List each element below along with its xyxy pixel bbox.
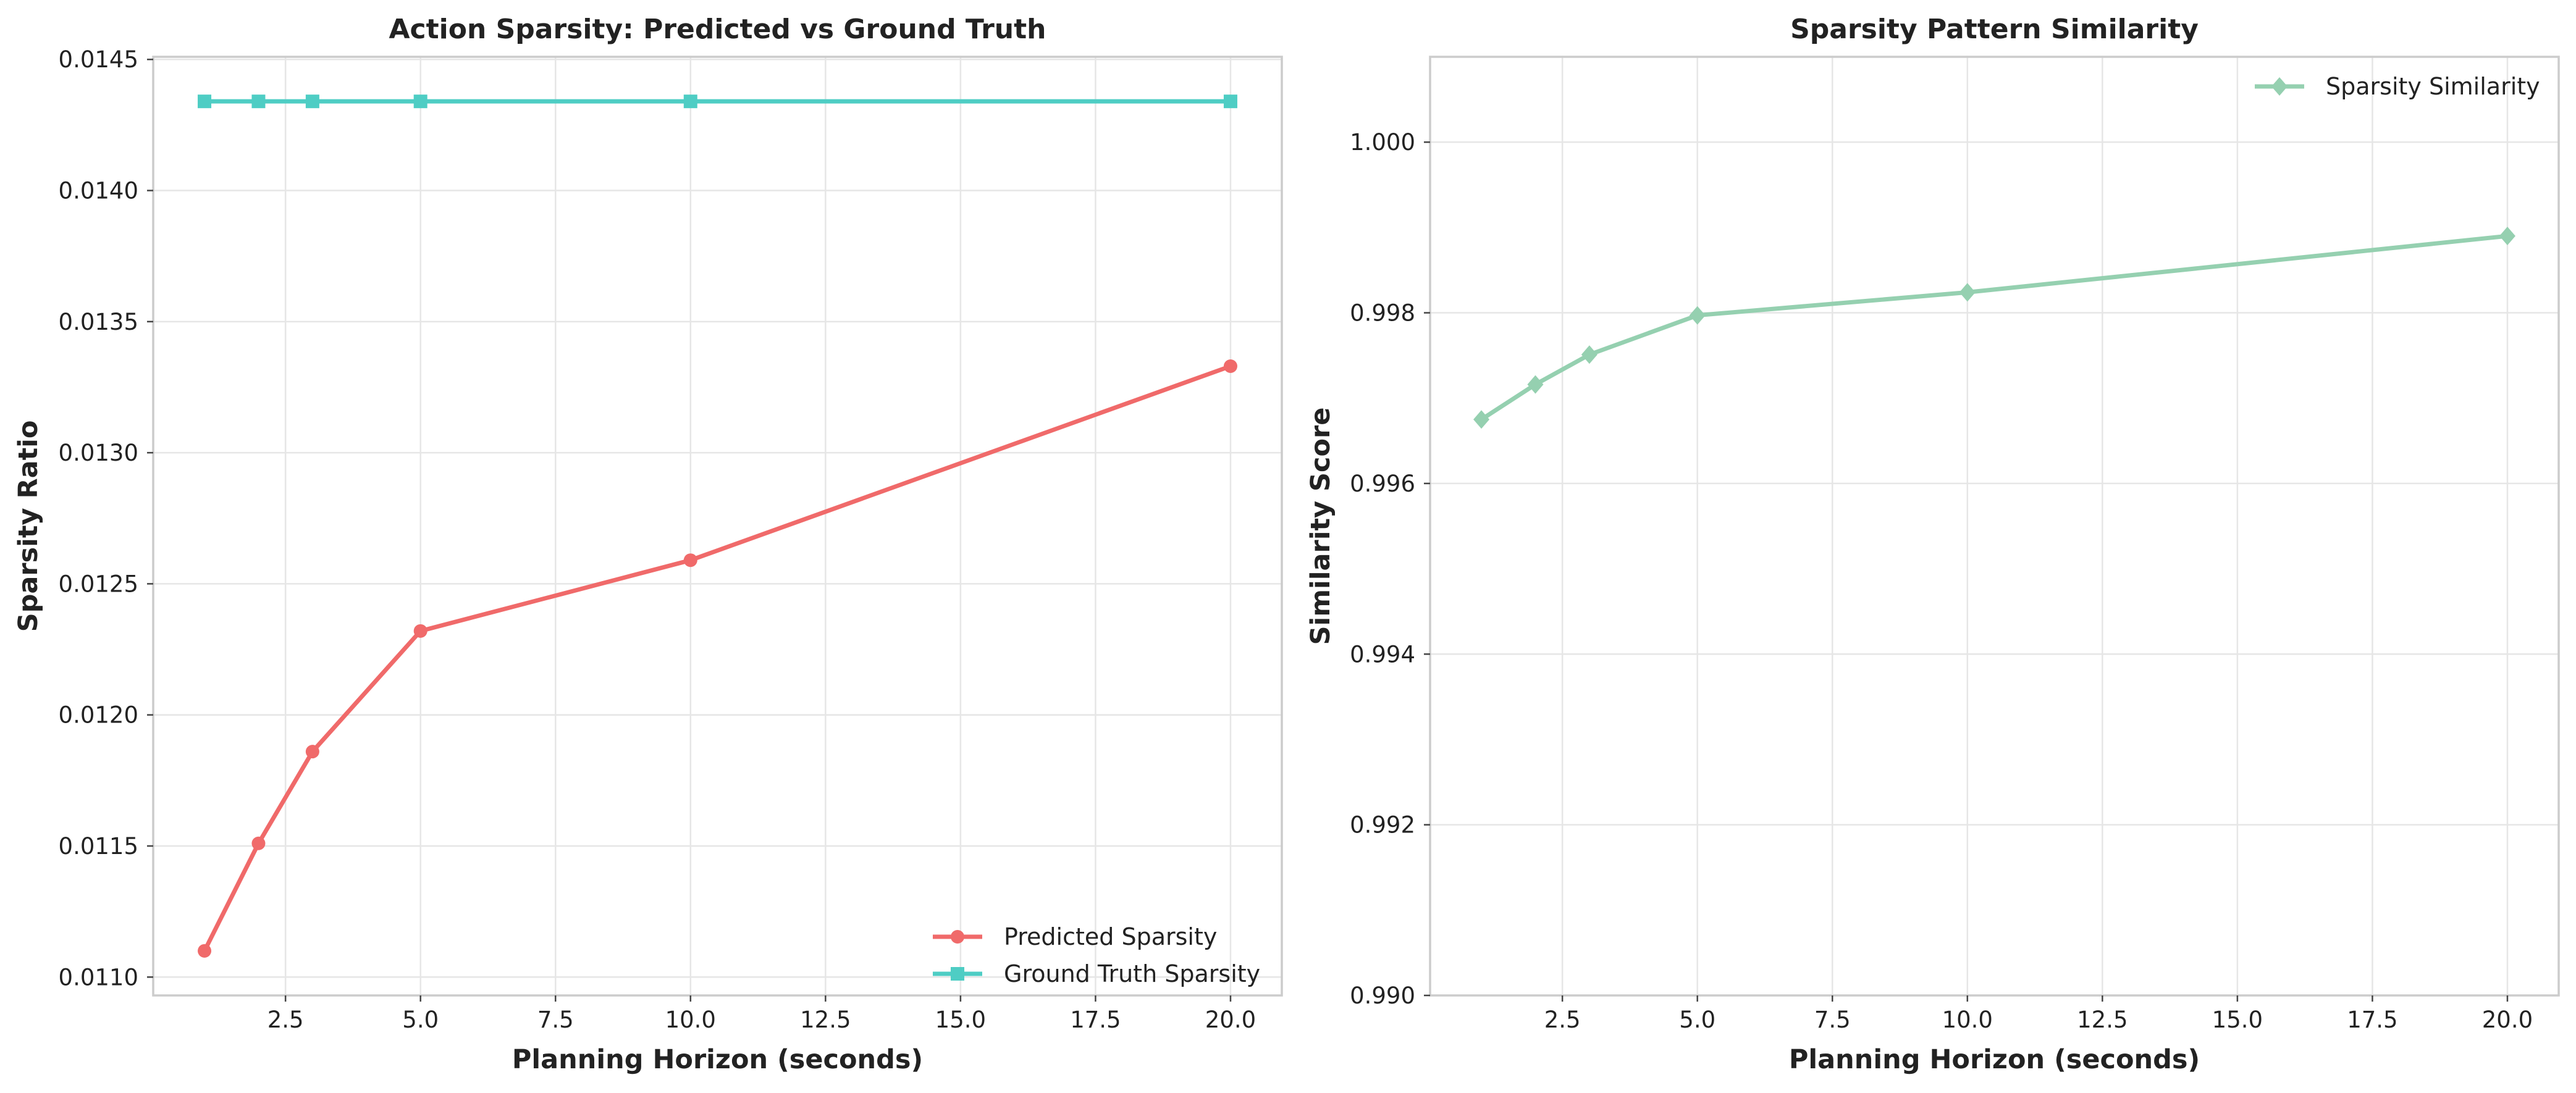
chart-panel-similarity: 2.5 5.0 7.5 10.0 12.5 15.0 17.5 20.0 0.990 0.992 0… <box>1305 14 2560 1075</box>
x-tick-label: 7.5 <box>1814 1007 1851 1033</box>
y-tick-label: 0.0125 <box>59 571 138 597</box>
data-point <box>1473 410 1490 429</box>
legend: Predicted Sparsity Ground Truth Sparsity <box>933 923 1260 987</box>
y-tick-label: 0.0130 <box>59 440 138 466</box>
x-tick-label: 15.0 <box>935 1007 986 1033</box>
legend-label: Ground Truth Sparsity <box>1004 960 1260 987</box>
y-tick-label: 0.994 <box>1350 641 1415 668</box>
x-tick-label: 5.0 <box>402 1007 439 1033</box>
legend-label: Predicted Sparsity <box>1004 923 1217 950</box>
data-point <box>413 94 427 109</box>
x-tick-label: 20.0 <box>2482 1007 2533 1033</box>
plot-frame <box>152 56 1283 997</box>
data-point <box>683 553 697 567</box>
x-tick-label: 17.5 <box>2347 1007 2397 1033</box>
series-predicted-sparsity <box>198 359 1237 958</box>
x-tick-label: 2.5 <box>267 1007 304 1033</box>
x-axis-label: Planning Horizon (seconds) <box>1789 1044 2200 1075</box>
legend-label: Sparsity Similarity <box>2326 73 2540 100</box>
plot-frame <box>1429 56 2560 997</box>
x-tick-label: 10.0 <box>1942 1007 1993 1033</box>
x-tick-label: 12.5 <box>2077 1007 2128 1033</box>
series-line <box>202 364 1233 953</box>
y-tick-label: 0.998 <box>1350 300 1415 327</box>
data-point <box>1527 375 1544 394</box>
x-tick-label: 15.0 <box>2212 1007 2263 1033</box>
y-tick-label: 0.0110 <box>59 964 138 990</box>
y-tick-label: 0.0135 <box>59 309 138 335</box>
chart-title: Sparsity Pattern Similarity <box>1790 14 2199 45</box>
data-point <box>413 624 427 638</box>
x-tick-label: 20.0 <box>1205 1007 1256 1033</box>
series-line <box>1479 233 2510 422</box>
legend-swatch-marker <box>951 930 964 944</box>
data-point <box>305 94 319 109</box>
y-tick-label: 0.0115 <box>59 833 138 860</box>
y-tick-label: 0.990 <box>1350 982 1415 1009</box>
series-sparsity-similarity <box>1473 227 2515 429</box>
data-point <box>251 836 266 850</box>
x-tick-label: 2.5 <box>1544 1007 1581 1033</box>
chart-panel-sparsity: 2.5 5.0 7.5 10.0 12.5 15.0 17.5 20.0 0.0110 0.011… <box>13 14 1283 1075</box>
y-axis-label: Sparsity Ratio <box>13 421 44 632</box>
y-tick-label: 0.0120 <box>59 702 138 729</box>
x-tick-label: 12.5 <box>800 1007 851 1033</box>
y-tick-label: 0.992 <box>1350 812 1415 839</box>
y-tick-label: 0.0140 <box>59 178 138 204</box>
legend: Sparsity Similarity <box>2255 73 2540 100</box>
chart-title: Action Sparsity: Predicted vs Ground Tru… <box>389 14 1046 45</box>
legend-swatch-marker <box>2271 77 2288 96</box>
data-point <box>1959 283 1976 302</box>
x-tick-label: 10.0 <box>665 1007 716 1033</box>
x-tick-label: 17.5 <box>1070 1007 1121 1033</box>
data-point <box>1223 359 1237 374</box>
data-point <box>198 94 212 109</box>
series-ground-truth-sparsity <box>198 94 1237 109</box>
data-point <box>1581 345 1597 364</box>
data-point <box>2499 227 2515 246</box>
y-tick-label: 0.996 <box>1350 471 1415 497</box>
x-axis-label: Planning Horizon (seconds) <box>512 1044 923 1075</box>
data-point <box>683 94 697 109</box>
x-tick-label: 7.5 <box>537 1007 574 1033</box>
y-tick-label: 0.0145 <box>59 46 138 73</box>
data-point <box>251 94 266 109</box>
data-point <box>1223 94 1237 109</box>
legend-swatch-marker <box>951 967 964 981</box>
data-point <box>198 944 212 958</box>
data-point <box>1689 306 1706 325</box>
y-tick-label: 1.000 <box>1350 129 1415 156</box>
y-axis-label: Similarity Score <box>1305 408 1336 645</box>
x-tick-label: 5.0 <box>1679 1007 1715 1033</box>
data-point <box>305 745 319 759</box>
